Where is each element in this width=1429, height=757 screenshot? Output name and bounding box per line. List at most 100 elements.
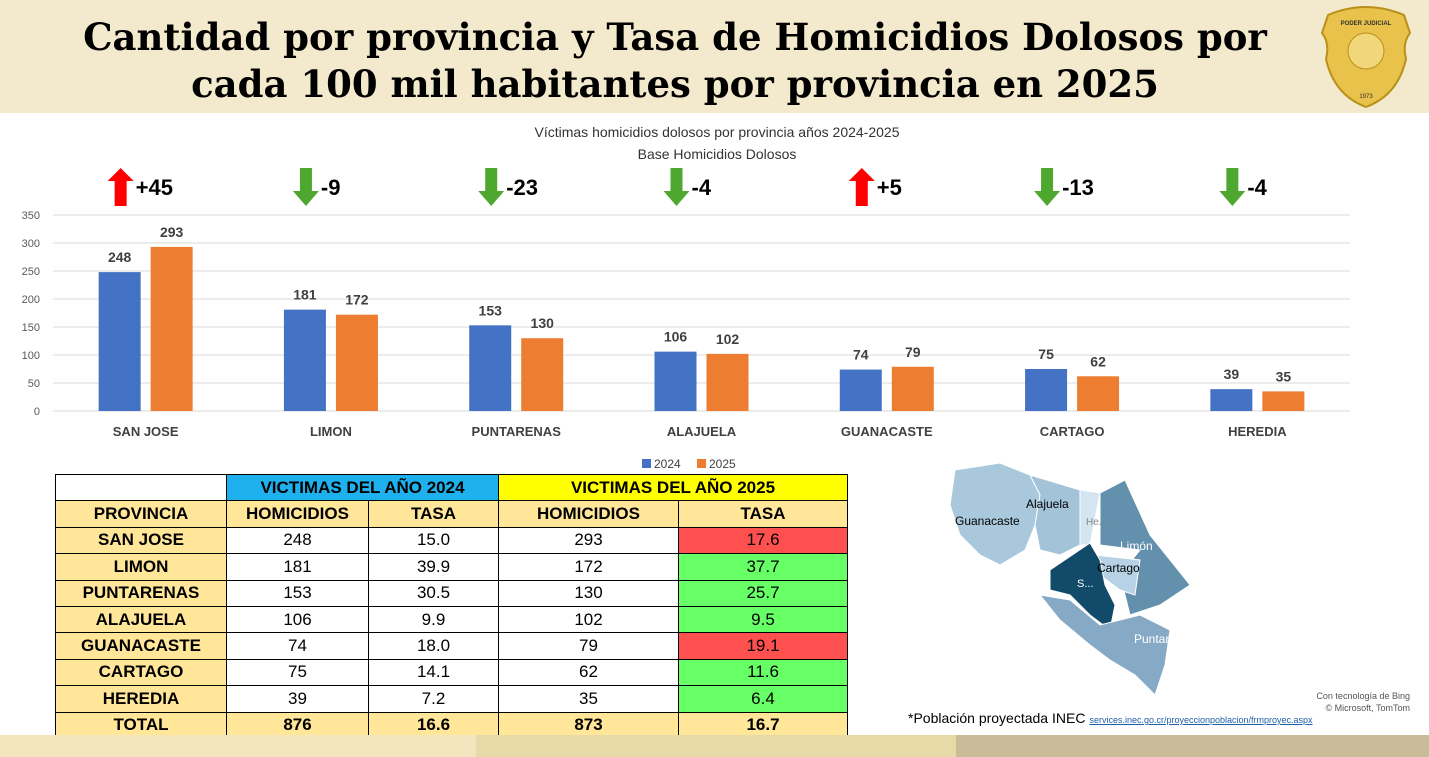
x-tick-label: ALAJUELA: [667, 424, 737, 439]
bar-2024: [654, 351, 697, 411]
table-row: HEREDIA 39 7.2 35 6.4: [55, 685, 848, 713]
map-label: Cartago: [1097, 561, 1140, 575]
page-title: Cantidad por provincia y Tasa de Homicid…: [60, 14, 1290, 108]
data-label: 74: [853, 347, 869, 363]
province-cell: CARTAGO: [55, 658, 227, 687]
x-tick-label: GUANACASTE: [841, 424, 933, 439]
change-label: -9: [321, 175, 341, 200]
map-label: Alajuela: [1026, 497, 1069, 511]
region-alajuela[interactable]: [1029, 474, 1081, 556]
value-cell: 106: [226, 605, 369, 634]
bar-2024: [469, 325, 512, 411]
y-tick-label: 250: [22, 266, 40, 278]
bar-2025: [1262, 391, 1305, 411]
value-cell: 130: [498, 579, 679, 607]
group-header-2024: VICTIMAS DEL AÑO 2024: [226, 473, 499, 502]
data-label: 62: [1090, 353, 1106, 369]
bar-2024: [1210, 389, 1253, 411]
value-cell: 30.5: [368, 579, 499, 607]
bar-2025: [521, 338, 564, 411]
bar-2025: [706, 353, 749, 411]
change-label: -23: [506, 175, 538, 200]
value-cell: 75: [226, 658, 369, 687]
province-cell: GUANACASTE: [55, 632, 227, 660]
value-cell: 17.6: [678, 526, 848, 555]
down-arrow-icon: [1034, 168, 1061, 206]
table-row: LIMON 181 39.9 172 37.7: [55, 553, 848, 581]
value-cell: 37.7: [678, 553, 848, 581]
map-credit: Con tecnología de Bing © Microsoft, TomTo…: [1290, 690, 1410, 714]
change-label: +5: [877, 175, 902, 200]
change-label: -4: [1247, 175, 1267, 200]
total-label: TOTAL: [55, 711, 227, 739]
down-arrow-icon: [292, 168, 319, 206]
bar-2025: [335, 314, 378, 411]
value-cell: 172: [498, 553, 679, 581]
credit-line: Con tecnología de Bing: [1316, 691, 1410, 701]
title-line-1: Cantidad por provincia y Tasa de Homicid…: [83, 15, 1267, 59]
inec-link[interactable]: services.inec.go.cr/proyeccionpoblacion/…: [1089, 715, 1313, 725]
table-row: SAN JOSE 248 15.0 293 17.6: [55, 526, 848, 555]
bar-2025: [1077, 376, 1120, 411]
value-cell: 181: [226, 553, 369, 581]
map-label: Limón: [1120, 539, 1153, 553]
footer-band: [956, 735, 1429, 757]
chart-title: Víctimas homicidios dolosos por provinci…: [535, 124, 900, 140]
legend-label: 2025: [709, 457, 736, 471]
down-arrow-icon: [663, 168, 690, 206]
bar-2024: [283, 309, 326, 411]
up-arrow-icon: [107, 168, 134, 206]
value-cell: 35: [498, 685, 679, 713]
region-guanacaste[interactable]: [949, 462, 1041, 566]
footer-band: [0, 735, 476, 757]
costa-rica-map: Guanacaste Alajuela He... Limón Cartago …: [949, 462, 1191, 696]
value-cell: 62: [498, 658, 679, 687]
data-label: 75: [1038, 346, 1054, 362]
data-label: 172: [345, 292, 369, 308]
bar-2024: [98, 272, 141, 411]
table-row: PUNTARENAS 153 30.5 130 25.7: [55, 579, 848, 607]
down-arrow-icon: [1219, 168, 1246, 206]
value-cell: 248: [226, 526, 369, 555]
col-header: HOMICIDIOS: [226, 500, 369, 528]
value-cell: 11.6: [678, 658, 848, 687]
map-label: Guanacaste: [955, 514, 1020, 528]
value-cell: 102: [498, 605, 679, 634]
value-cell: 7.2: [368, 685, 499, 713]
value-cell: 15.0: [368, 526, 499, 555]
value-cell: 153: [226, 579, 369, 607]
x-tick-label: PUNTARENAS: [472, 424, 562, 439]
value-cell: 9.5: [678, 605, 848, 634]
down-arrow-icon: [478, 168, 505, 206]
group-header-2025: VICTIMAS DEL AÑO 2025: [498, 473, 848, 502]
col-header: TASA: [678, 500, 848, 528]
footer-band: [476, 735, 956, 757]
change-label: -4: [692, 175, 712, 200]
bar-2025: [150, 246, 193, 411]
data-label: 39: [1224, 366, 1240, 382]
y-tick-label: 350: [22, 210, 40, 222]
value-cell: 79: [498, 632, 679, 660]
province-cell: LIMON: [55, 553, 227, 581]
map-label: Puntare...: [1134, 632, 1186, 646]
value-cell: 39: [226, 685, 369, 713]
legend-swatch: [697, 459, 706, 468]
total-cell: 16.7: [678, 711, 848, 739]
y-tick-label: 50: [28, 378, 40, 390]
oij-badge-logo: PODER JUDICIAL 1973: [1320, 6, 1412, 109]
data-label: 248: [108, 249, 132, 265]
y-tick-label: 300: [22, 238, 40, 250]
table-row: GUANACASTE 74 18.0 79 19.1: [55, 632, 848, 660]
homicides-table: VICTIMAS DEL AÑO 2024 VICTIMAS DEL AÑO 20…: [55, 473, 848, 739]
region-san-jose[interactable]: [1049, 542, 1116, 631]
y-tick-label: 200: [22, 294, 40, 306]
change-label: -13: [1062, 175, 1094, 200]
x-tick-label: CARTAGO: [1040, 424, 1105, 439]
province-cell: SAN JOSE: [55, 526, 227, 555]
data-label: 106: [664, 329, 688, 345]
data-label: 153: [479, 302, 503, 318]
value-cell: 293: [498, 526, 679, 555]
value-cell: 39.9: [368, 553, 499, 581]
bar-2024: [839, 369, 882, 411]
region-puntarenas[interactable]: [1038, 594, 1171, 696]
